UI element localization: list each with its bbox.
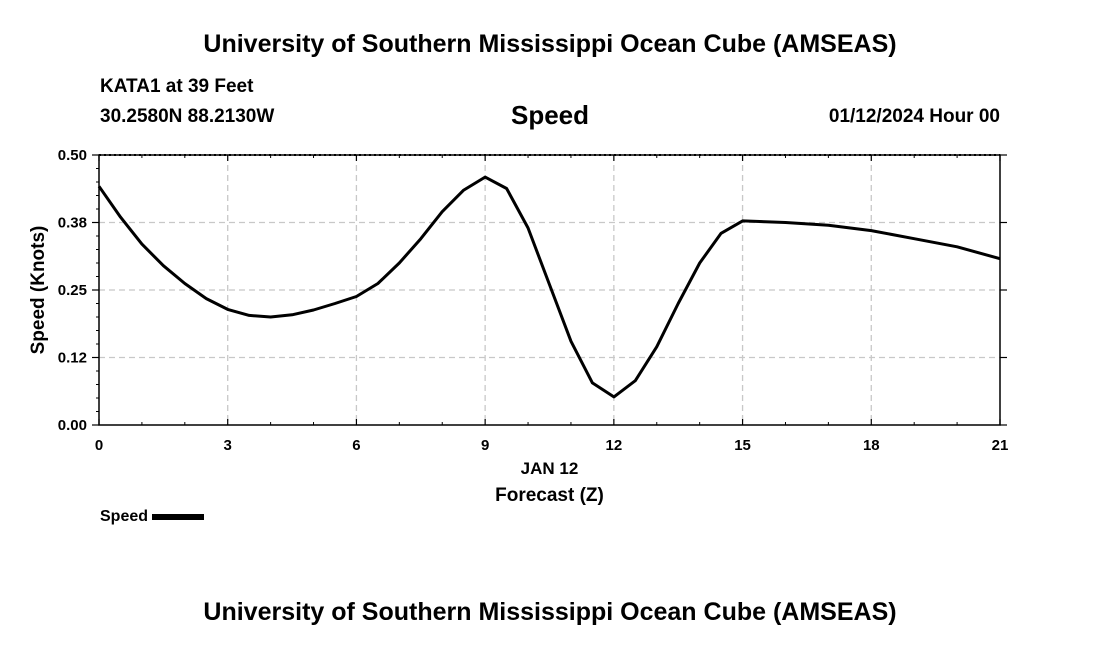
- y-tick-label-1: 0.12: [58, 350, 87, 367]
- speed-series-line: [97, 175, 1001, 399]
- x-tick-label-12: 12: [606, 437, 623, 454]
- x-tick-label-3: 3: [224, 437, 232, 454]
- y-tick-label-4: 0.50: [58, 147, 87, 164]
- station-label: KATA1 at 39 Feet: [100, 76, 254, 97]
- forecast-datetime: 01/12/2024 Hour 00: [828, 106, 1000, 127]
- legend-swatch: [152, 514, 205, 520]
- chart-title: University of Southern Mississippi Ocean…: [203, 30, 897, 58]
- x-tick-label-6: 6: [352, 437, 360, 454]
- y-tick-label-2: 0.25: [58, 282, 87, 299]
- y-axis-label: Speed (Knots): [28, 226, 49, 355]
- variable-title: Speed: [510, 100, 590, 130]
- x-axis-date-label: JAN 12: [521, 459, 579, 478]
- footer-title: University of Southern Mississippi Ocean…: [203, 598, 897, 626]
- x-axis-label: Forecast (Z): [495, 485, 604, 506]
- x-tick-label-9: 9: [481, 437, 489, 454]
- legend: Speed: [100, 508, 205, 526]
- plot-frame: [98, 154, 1001, 426]
- y-tick-label-3: 0.38: [58, 215, 87, 232]
- x-tick-label-15: 15: [734, 437, 751, 454]
- legend-label: Speed: [100, 508, 149, 525]
- y-tick-label-0: 0.00: [58, 417, 87, 434]
- x-tick-label-18: 18: [863, 437, 880, 454]
- axis-tick-labels: 0 3 6 9 12 15 18 21 0.00 0.12 0.25 0.38 0.50: [58, 147, 1009, 454]
- x-tick-label-21: 21: [992, 437, 1009, 454]
- grid-lines: [99, 154, 1000, 425]
- station-coordinates: 30.2580N 88.2130W: [100, 106, 275, 127]
- x-tick-label-0: 0: [95, 437, 103, 454]
